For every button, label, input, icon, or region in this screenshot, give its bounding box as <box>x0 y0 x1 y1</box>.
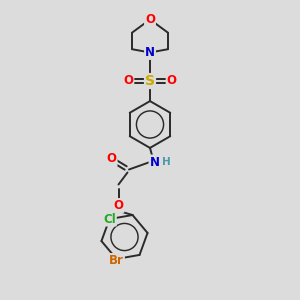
Text: O: O <box>123 74 134 88</box>
Text: O: O <box>106 152 117 166</box>
Text: S: S <box>145 74 155 88</box>
Text: Cl: Cl <box>103 213 116 226</box>
Text: O: O <box>145 13 155 26</box>
Text: N: N <box>145 46 155 59</box>
Text: Br: Br <box>109 254 124 267</box>
Text: O: O <box>113 199 124 212</box>
Text: O: O <box>167 74 177 88</box>
Text: H: H <box>161 157 170 167</box>
Text: N: N <box>149 155 160 169</box>
